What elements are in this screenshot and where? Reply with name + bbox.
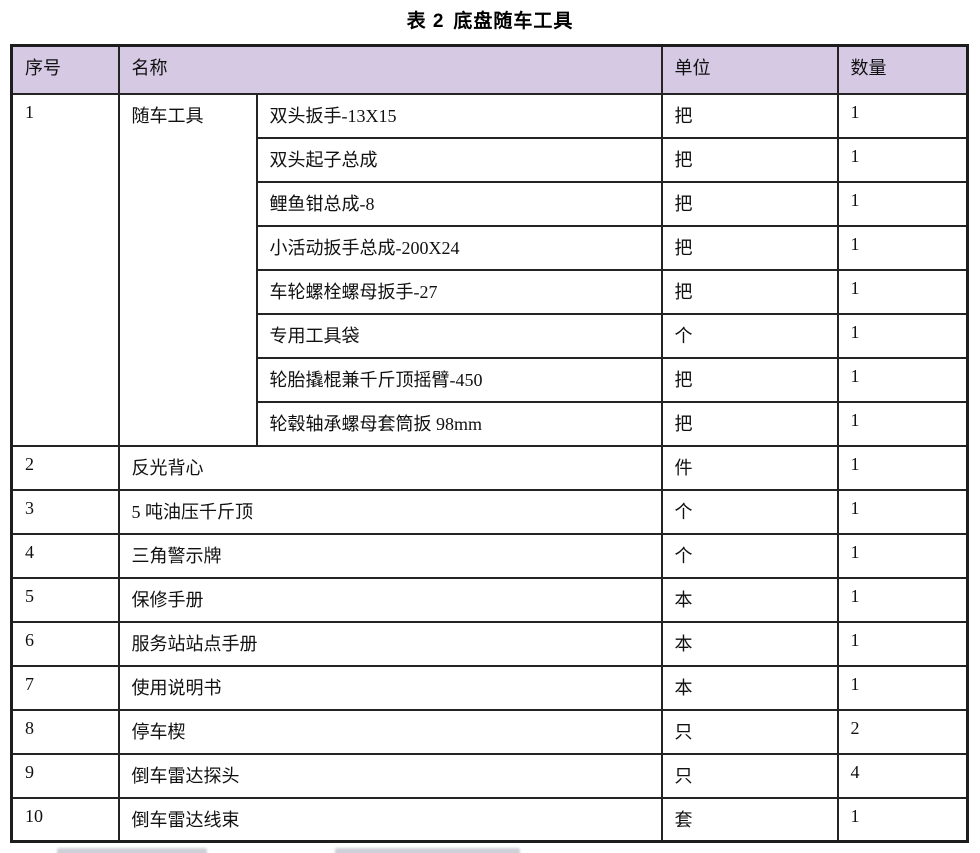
item-name-cell: 鲤鱼钳总成-8 (255, 180, 663, 227)
unit-cell: 把 (660, 268, 839, 315)
table-header-row: 序号 名称 单位 数量 (10, 44, 969, 95)
qty-cell: 1 (836, 488, 969, 535)
qty-cell: 1 (836, 400, 969, 447)
row-index: 1 (10, 92, 120, 447)
item-name-cell: 反光背心 (117, 444, 663, 491)
qty-cell: 1 (836, 136, 969, 183)
unit-cell: 本 (660, 620, 839, 667)
row-index: 10 (10, 796, 120, 843)
header-index: 序号 (10, 44, 120, 95)
unit-cell: 把 (660, 224, 839, 271)
item-name-cell: 停车楔 (117, 708, 663, 755)
table-row: 1 随车工具 双头扳手-13X15 把 1 (10, 92, 969, 447)
qty-cell: 1 (836, 268, 969, 315)
qty-cell: 1 (836, 356, 969, 403)
row-index: 9 (10, 752, 120, 799)
chassis-tools-table: 序号 名称 单位 数量 1 随车工具 双头扳手-13X15 把 1 双头起子总成… (10, 44, 969, 843)
unit-cell: 本 (660, 576, 839, 623)
unit-cell: 个 (660, 312, 839, 359)
item-name-cell: 车轮螺栓螺母扳手-27 (255, 268, 663, 315)
table-row: 8 停车楔 只 2 (10, 708, 969, 755)
unit-cell: 把 (660, 180, 839, 227)
qty-cell: 1 (836, 312, 969, 359)
row-index: 8 (10, 708, 120, 755)
unit-cell: 把 (660, 92, 839, 139)
table-row: 鲤鱼钳总成-8 把 1 (12, 180, 969, 227)
table-row: 3 5 吨油压千斤顶 个 1 (10, 488, 969, 535)
item-name-cell: 轮胎撬棍兼千斤顶摇臂-450 (255, 356, 663, 403)
item-name-cell: 倒车雷达线束 (117, 796, 663, 843)
unit-cell: 把 (660, 400, 839, 447)
item-name-cell: 5 吨油压千斤顶 (117, 488, 663, 535)
unit-cell: 套 (660, 796, 839, 843)
unit-cell: 把 (660, 356, 839, 403)
row-index: 4 (10, 532, 120, 579)
header-qty: 数量 (836, 44, 969, 95)
header-name: 名称 (117, 44, 663, 95)
qty-cell: 1 (836, 180, 969, 227)
table-row: 轮胎撬棍兼千斤顶摇臂-450 把 1 (12, 356, 969, 403)
unit-cell: 件 (660, 444, 839, 491)
row-index: 6 (10, 620, 120, 667)
cropped-text-fragment (57, 848, 207, 853)
item-name-cell: 小活动扳手总成-200X24 (255, 224, 663, 271)
table-row: 5 保修手册 本 1 (10, 576, 969, 623)
qty-cell: 2 (836, 708, 969, 755)
table-row: 双头起子总成 把 1 (12, 136, 969, 183)
item-name-cell: 三角警示牌 (117, 532, 663, 579)
table-caption-number: 表 2 (406, 11, 445, 32)
qty-cell: 1 (836, 224, 969, 271)
unit-cell: 个 (660, 488, 839, 535)
item-name-cell: 保修手册 (117, 576, 663, 623)
table-row: 7 使用说明书 本 1 (10, 664, 969, 711)
qty-cell: 1 (836, 532, 969, 579)
table-caption-text: 底盘随车工具 (453, 11, 574, 32)
item-name-cell: 轮毂轴承螺母套筒扳 98mm (255, 400, 663, 447)
unit-cell: 只 (660, 708, 839, 755)
table-row: 4 三角警示牌 个 1 (10, 532, 969, 579)
unit-cell: 把 (660, 136, 839, 183)
unit-cell: 只 (660, 752, 839, 799)
item-name-cell: 专用工具袋 (255, 312, 663, 359)
qty-cell: 4 (836, 752, 969, 799)
header-unit: 单位 (660, 44, 839, 95)
item-name-cell: 倒车雷达探头 (117, 752, 663, 799)
qty-cell: 1 (836, 796, 969, 843)
cropped-text-fragment (335, 848, 520, 853)
qty-cell: 1 (836, 620, 969, 667)
table-caption: 表 2 底盘随车工具 (0, 6, 980, 33)
unit-cell: 本 (660, 664, 839, 711)
item-name-cell: 服务站站点手册 (117, 620, 663, 667)
row-index: 3 (10, 488, 120, 535)
table-row: 轮毂轴承螺母套筒扳 98mm 把 1 (12, 400, 969, 447)
table-row: 小活动扳手总成-200X24 把 1 (12, 224, 969, 271)
item-name-cell: 使用说明书 (117, 664, 663, 711)
row-index: 5 (10, 576, 120, 623)
table-row: 9 倒车雷达探头 只 4 (10, 752, 969, 799)
qty-cell: 1 (836, 664, 969, 711)
table-row: 10 倒车雷达线束 套 1 (10, 796, 969, 843)
row-index: 2 (10, 444, 120, 491)
group-name-cell: 随车工具 (117, 92, 258, 447)
item-name-cell: 双头起子总成 (255, 136, 663, 183)
item-name-cell: 双头扳手-13X15 (255, 92, 663, 139)
qty-cell: 1 (836, 92, 969, 139)
qty-cell: 1 (836, 576, 969, 623)
table-row: 6 服务站站点手册 本 1 (10, 620, 969, 667)
row-index: 7 (10, 664, 120, 711)
qty-cell: 1 (836, 444, 969, 491)
unit-cell: 个 (660, 532, 839, 579)
table-row: 车轮螺栓螺母扳手-27 把 1 (12, 268, 969, 315)
table-row: 2 反光背心 件 1 (10, 444, 969, 491)
table-row: 专用工具袋 个 1 (12, 312, 969, 359)
